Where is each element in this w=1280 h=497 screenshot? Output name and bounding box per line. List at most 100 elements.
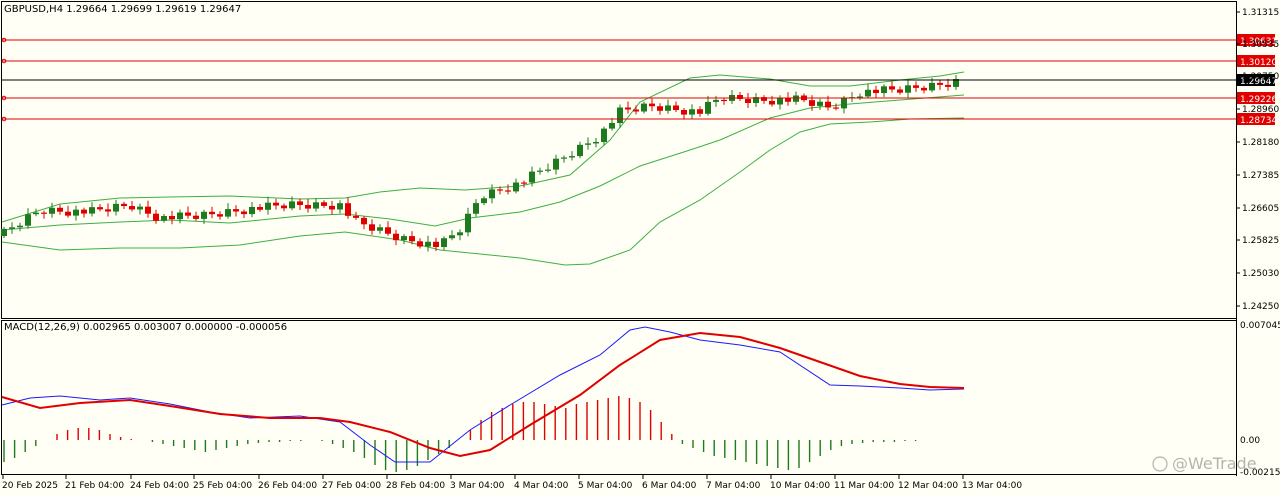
horizontal-levels[interactable]: 1.30631 1.30120 1.29226 1.28734 1.29647	[1, 34, 1277, 126]
candle-body[interactable]	[433, 241, 439, 247]
candle-body[interactable]	[625, 107, 631, 110]
candle-body[interactable]	[521, 182, 527, 184]
candle-body[interactable]	[649, 103, 655, 107]
candle-body[interactable]	[865, 89, 871, 97]
candle-body[interactable]	[665, 105, 671, 111]
candle-body[interactable]	[825, 101, 831, 108]
candle-body[interactable]	[321, 202, 327, 206]
candle-body[interactable]	[873, 89, 879, 93]
candle-body[interactable]	[497, 189, 503, 191]
candle-body[interactable]	[713, 99, 719, 102]
candle-body[interactable]	[281, 205, 287, 209]
candle-body[interactable]	[633, 109, 639, 112]
candle-body[interactable]	[257, 207, 263, 210]
candle-body[interactable]	[745, 99, 751, 103]
candle-body[interactable]	[289, 201, 295, 209]
candle-body[interactable]	[609, 123, 615, 129]
candle-body[interactable]	[553, 158, 559, 170]
level-anchor-icon[interactable]	[1, 116, 7, 122]
candle-body[interactable]	[481, 198, 487, 204]
candle-body[interactable]	[369, 224, 375, 231]
candle-body[interactable]	[217, 214, 223, 217]
level-anchor-icon[interactable]	[1, 37, 7, 43]
candle-body[interactable]	[241, 211, 247, 215]
candle-body[interactable]	[137, 206, 143, 210]
candle-body[interactable]	[601, 128, 607, 142]
candle-body[interactable]	[785, 98, 791, 102]
candle-body[interactable]	[121, 203, 127, 207]
candle-body[interactable]	[809, 100, 815, 106]
candle-body[interactable]	[545, 169, 551, 171]
candle-body[interactable]	[73, 209, 79, 216]
candle-body[interactable]	[689, 109, 695, 115]
candle-body[interactable]	[57, 207, 63, 212]
candle-body[interactable]	[385, 227, 391, 234]
candle-body[interactable]	[337, 203, 343, 210]
candle-body[interactable]	[169, 216, 175, 220]
candle-body[interactable]	[641, 103, 647, 112]
candle-body[interactable]	[273, 202, 279, 206]
candle-body[interactable]	[569, 156, 575, 158]
candle-body[interactable]	[353, 215, 359, 218]
candle-body[interactable]	[305, 205, 311, 209]
candle-body[interactable]	[657, 106, 663, 111]
candle-body[interactable]	[945, 84, 951, 87]
candle-body[interactable]	[769, 100, 775, 105]
candle-body[interactable]	[705, 101, 711, 114]
candle-body[interactable]	[233, 209, 239, 212]
candle-body[interactable]	[1, 228, 7, 236]
candle-body[interactable]	[345, 203, 351, 216]
level-anchor-icon[interactable]	[1, 95, 7, 101]
candle-body[interactable]	[753, 97, 759, 103]
candle-body[interactable]	[33, 212, 39, 215]
candle-body[interactable]	[225, 209, 231, 217]
candle-body[interactable]	[585, 143, 591, 145]
candle-body[interactable]	[49, 207, 55, 214]
candle-body[interactable]	[473, 203, 479, 214]
candle-body[interactable]	[409, 236, 415, 242]
candle-body[interactable]	[681, 110, 687, 115]
candle-body[interactable]	[81, 209, 87, 214]
candle-body[interactable]	[145, 206, 151, 214]
candle-body[interactable]	[761, 97, 767, 101]
candle-body[interactable]	[249, 207, 255, 215]
candle-body[interactable]	[313, 202, 319, 209]
candle-body[interactable]	[577, 144, 583, 157]
candle-body[interactable]	[737, 95, 743, 99]
candle-body[interactable]	[465, 213, 471, 233]
candle-body[interactable]	[201, 211, 207, 219]
candle-body[interactable]	[457, 232, 463, 236]
candle-body[interactable]	[857, 96, 863, 98]
candle-body[interactable]	[441, 238, 447, 247]
candle-body[interactable]	[537, 170, 543, 172]
candle-body[interactable]	[89, 207, 95, 214]
candle-body[interactable]	[17, 225, 23, 228]
candle-body[interactable]	[489, 189, 495, 199]
candle-body[interactable]	[937, 82, 943, 85]
candle-body[interactable]	[297, 201, 303, 205]
candle-body[interactable]	[889, 86, 895, 90]
candle-body[interactable]	[953, 79, 959, 87]
candle-body[interactable]	[793, 95, 799, 102]
candle-body[interactable]	[697, 109, 703, 114]
candle-body[interactable]	[161, 216, 167, 221]
candle-body[interactable]	[105, 209, 111, 212]
candle-body[interactable]	[673, 105, 679, 111]
candle-body[interactable]	[193, 215, 199, 219]
candle-body[interactable]	[113, 203, 119, 212]
candle-body[interactable]	[25, 214, 31, 226]
candle-body[interactable]	[265, 202, 271, 210]
candle-body[interactable]	[185, 212, 191, 216]
candle-body[interactable]	[593, 142, 599, 144]
candle-body[interactable]	[881, 86, 887, 93]
candle-body[interactable]	[929, 82, 935, 91]
level-anchor-icon[interactable]	[1, 58, 7, 64]
candle-body[interactable]	[913, 85, 919, 88]
candle-body[interactable]	[817, 101, 823, 106]
candle-body[interactable]	[513, 182, 519, 192]
candle-body[interactable]	[529, 171, 535, 183]
candle-body[interactable]	[417, 241, 423, 247]
candle-body[interactable]	[505, 190, 511, 192]
candle-body[interactable]	[449, 235, 455, 239]
